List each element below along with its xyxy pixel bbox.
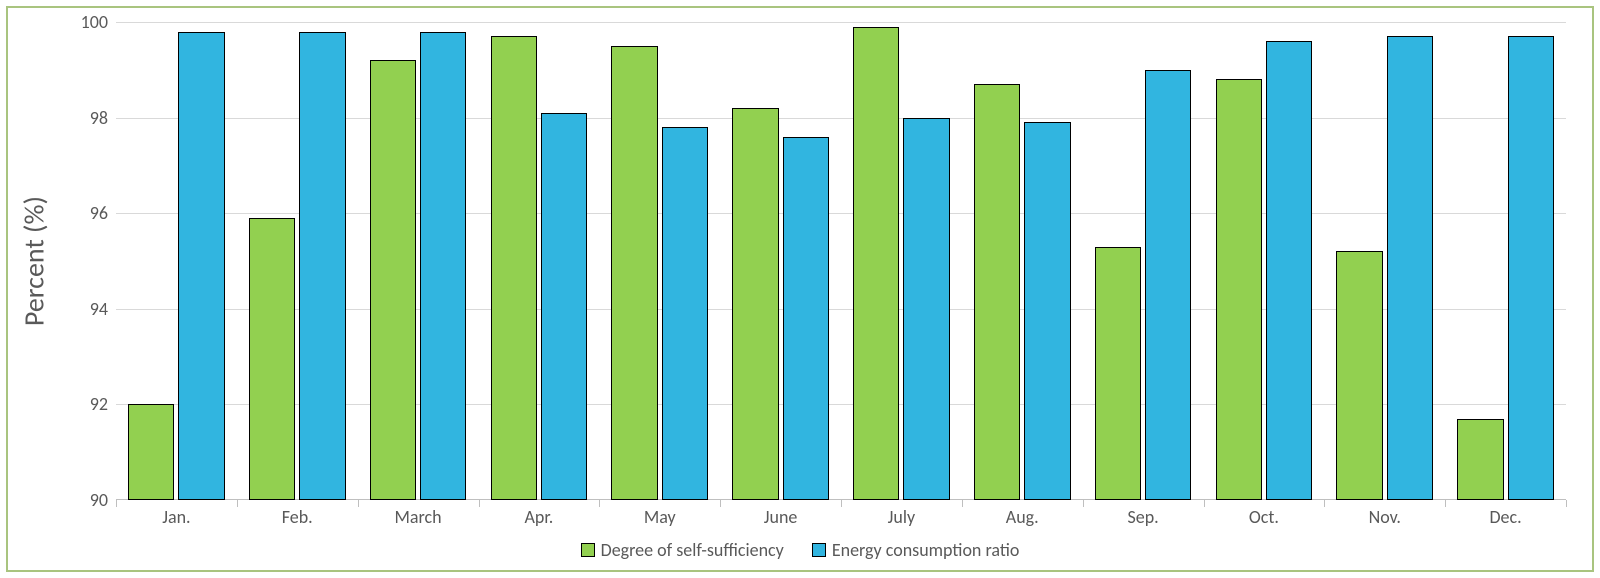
bar xyxy=(1336,251,1382,500)
bar xyxy=(1216,79,1262,500)
x-tick-mark xyxy=(841,500,842,507)
x-tick-label: July xyxy=(888,506,915,528)
y-axis-label: Percent (%) xyxy=(17,196,52,326)
x-tick-mark xyxy=(962,500,963,507)
bar xyxy=(974,84,1020,500)
legend-label: Energy consumption ratio xyxy=(832,539,1020,561)
x-tick-label: Sep. xyxy=(1127,506,1158,528)
y-tick-label: 90 xyxy=(60,489,108,511)
x-tick-mark xyxy=(237,500,238,507)
bar xyxy=(1457,419,1503,500)
x-tick-mark xyxy=(599,500,600,507)
bar xyxy=(611,46,657,500)
y-tick-label: 92 xyxy=(60,393,108,415)
x-tick-mark xyxy=(1445,500,1446,507)
y-tick-label: 94 xyxy=(60,298,108,320)
x-tick-mark xyxy=(1324,500,1325,507)
bar xyxy=(299,32,345,500)
bar xyxy=(178,32,224,500)
x-tick-label: Oct. xyxy=(1249,506,1279,528)
x-tick-label: May xyxy=(644,506,676,528)
bar xyxy=(1145,70,1191,500)
bar xyxy=(1024,122,1070,500)
bar xyxy=(541,113,587,500)
gridline xyxy=(116,22,1566,23)
bar xyxy=(732,108,778,500)
plot-area: 9092949698100Jan.Feb.MarchApr.MayJuneJul… xyxy=(116,22,1566,500)
legend-swatch xyxy=(581,543,595,557)
y-tick-label: 98 xyxy=(60,107,108,129)
bar xyxy=(420,32,466,500)
legend: Degree of self-sufficiency Energy consump… xyxy=(8,539,1592,562)
legend-swatch xyxy=(812,543,826,557)
x-tick-label: Nov. xyxy=(1369,506,1401,528)
bar xyxy=(783,137,829,500)
x-tick-mark xyxy=(1083,500,1084,507)
legend-item: Energy consumption ratio xyxy=(812,539,1020,561)
x-tick-label: March xyxy=(395,506,442,528)
x-tick-label: Feb. xyxy=(282,506,313,528)
x-tick-mark xyxy=(479,500,480,507)
y-tick-label: 96 xyxy=(60,202,108,224)
x-tick-mark xyxy=(720,500,721,507)
bar xyxy=(1095,247,1141,500)
x-tick-label: Jan. xyxy=(162,506,190,528)
x-tick-label: Aug. xyxy=(1006,506,1039,528)
bar xyxy=(1387,36,1433,500)
bar xyxy=(491,36,537,500)
bar xyxy=(662,127,708,500)
x-tick-label: Dec. xyxy=(1489,506,1521,528)
x-tick-label: June xyxy=(764,506,798,528)
x-tick-label: Apr. xyxy=(524,506,553,528)
bar xyxy=(370,60,416,500)
bar xyxy=(853,27,899,500)
legend-item: Degree of self-sufficiency xyxy=(581,539,784,561)
chart-frame: 90 92 94 96 98 100 Jan. Feb. March Apr. May June Jul… xyxy=(6,6,1594,572)
bar xyxy=(903,118,949,500)
bar xyxy=(128,404,174,500)
x-tick-mark xyxy=(1204,500,1205,507)
x-tick-mark xyxy=(1566,500,1567,507)
bar xyxy=(1266,41,1312,500)
legend-label: Degree of self-sufficiency xyxy=(601,539,784,561)
x-tick-mark xyxy=(358,500,359,507)
x-tick-mark xyxy=(116,500,117,507)
bar xyxy=(249,218,295,500)
bar xyxy=(1508,36,1554,500)
y-tick-label: 100 xyxy=(60,11,108,33)
